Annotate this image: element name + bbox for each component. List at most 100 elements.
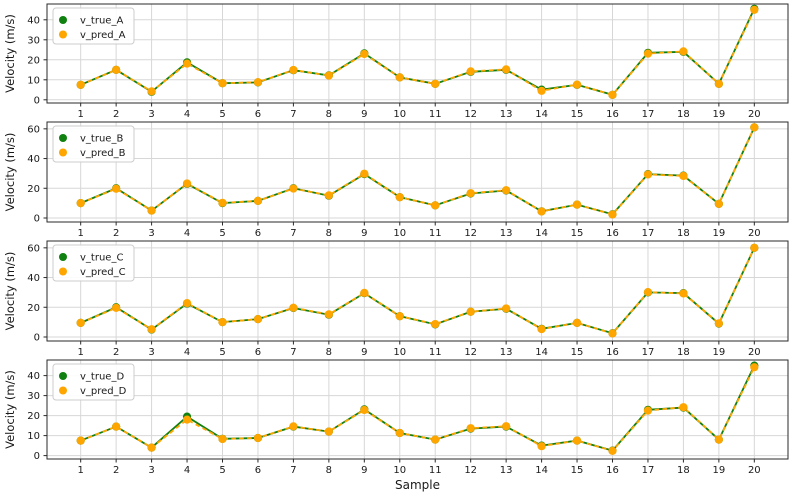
y-tick-label: 20 [27,55,40,66]
marker-v_pred_A [537,86,546,95]
marker-v_pred_D [679,403,688,412]
marker-v_pred_D [360,405,369,415]
x-tick-label: 2 [113,465,119,476]
x-tick-label: 15 [571,228,584,239]
panel-B: 1 2 3 4 5 6 7 8 9 10 11 12 13 14 15 16 17 18 19 200204060Ve… [3,121,789,239]
marker-v_pred_A [714,79,723,88]
legend-marker-v_true_A [59,16,67,24]
x-tick-label: 10 [393,347,406,358]
marker-v_pred_A [253,78,263,87]
marker-v_pred_D [324,427,333,436]
x-tick-label: 11 [429,228,442,239]
y-tick-label: 0 [34,95,40,106]
y-axis-label: Velocity (m/s) [3,14,17,93]
x-tick-label: 12 [464,347,477,358]
marker-v_pred_D [253,433,263,443]
x-tick-label: 9 [361,465,367,476]
marker-v_pred_B [572,200,582,209]
x-tick-label: 2 [113,109,119,120]
x-tick-label: 12 [464,228,477,239]
marker-v_pred_C [679,289,688,298]
marker-v_pred_D [218,434,227,444]
legend-box [52,7,135,45]
x-tick-label: 15 [571,347,584,358]
legend-label-v_true_C: v_true_C [80,253,123,264]
marker-v_pred_B [608,210,617,219]
x-tick-label: 14 [535,465,548,476]
x-tick-label: 19 [712,228,725,239]
series-line-v_pred_D [80,366,756,452]
marker-v_pred_A [289,65,298,75]
x-tick-label: 20 [748,228,761,239]
marker-v_pred_D [572,436,582,445]
x-tick-label: 11 [429,109,442,120]
series-line-v_true_B [80,126,756,216]
legend-marker-v_pred_C [59,267,67,276]
x-tick-label: 3 [148,465,154,476]
legend-marker-v_pred_D [59,386,67,395]
x-tick-label: 5 [219,347,225,358]
x-tick-label: 14 [535,228,548,239]
marker-v_pred_D [502,422,511,431]
legend: v_true_C v_pred_C [52,244,135,282]
x-tick-label: 16 [606,347,619,358]
marker-v_pred_A [608,90,617,99]
x-tick-label: 3 [148,228,154,239]
marker-v_pred_C [502,304,511,313]
x-tick-label: 13 [500,465,513,476]
plot-border [46,3,789,104]
legend-label-v_pred_C: v_pred_C [80,267,126,278]
marker-v_pred_A [572,80,582,89]
marker-v_pred_C [537,325,546,334]
y-tick-label: 60 [27,243,40,254]
x-tick-label: 8 [326,228,332,239]
x-tick-label: 19 [712,347,725,358]
marker-v_pred_B [112,184,121,193]
x-tick-label: 8 [326,109,332,120]
legend-label-v_pred_A: v_pred_A [80,30,126,41]
marker-v_pred_D [643,406,653,415]
marker-v_pred_D [537,442,546,451]
x-tick-label: 9 [361,109,367,120]
y-tick-label: 40 [27,273,40,284]
marker-v_pred_B [466,189,475,198]
x-tick-label: 3 [148,109,154,120]
plot-border [46,359,789,460]
x-tick-label: 18 [677,347,690,358]
marker-v_pred_A [76,80,85,89]
marker-v_pred_C [76,318,85,327]
marker-v_pred_B [218,198,227,207]
series-line-v_true_D [80,365,756,452]
marker-v_pred_A [643,49,653,58]
x-tick-label: 17 [642,109,655,120]
y-tick-label: 0 [34,451,40,462]
x-tick-label: 7 [290,347,296,358]
legend-label-v_pred_D: v_pred_D [80,386,127,397]
x-tick-label: 7 [290,109,296,120]
x-tick-label: 9 [361,228,367,239]
x-tick-label: 16 [606,465,619,476]
legend-label-v_true_A: v_true_A [80,16,123,27]
x-tick-label: 8 [326,465,332,476]
marker-v_pred_C [112,303,121,312]
x-tick-label: 9 [361,347,367,358]
y-tick-label: 30 [27,391,40,402]
panel-D: 1 2 3 4 5 6 7 8 9 10 11 12 13 14 15 16 17 18 19 20010203040… [3,359,789,492]
marker-v_pred_B [714,199,723,208]
legend-label-v_pred_B: v_pred_B [80,148,126,159]
x-tick-label: 13 [500,228,513,239]
x-tick-label: 5 [219,109,225,120]
marker-v_pred_C [466,307,475,316]
marker-v_pred_C [431,319,440,329]
marker-v_pred_A [324,71,333,80]
x-tick-label: 7 [290,465,296,476]
marker-v_pred_D [147,443,156,452]
legend-label-v_true_B: v_true_B [80,134,123,145]
y-tick-label: 30 [27,35,40,46]
x-tick-label: 4 [184,347,190,358]
marker-v_pred_A [502,65,511,74]
marker-v_pred_B [147,206,156,215]
x-tick-label: 17 [642,228,655,239]
